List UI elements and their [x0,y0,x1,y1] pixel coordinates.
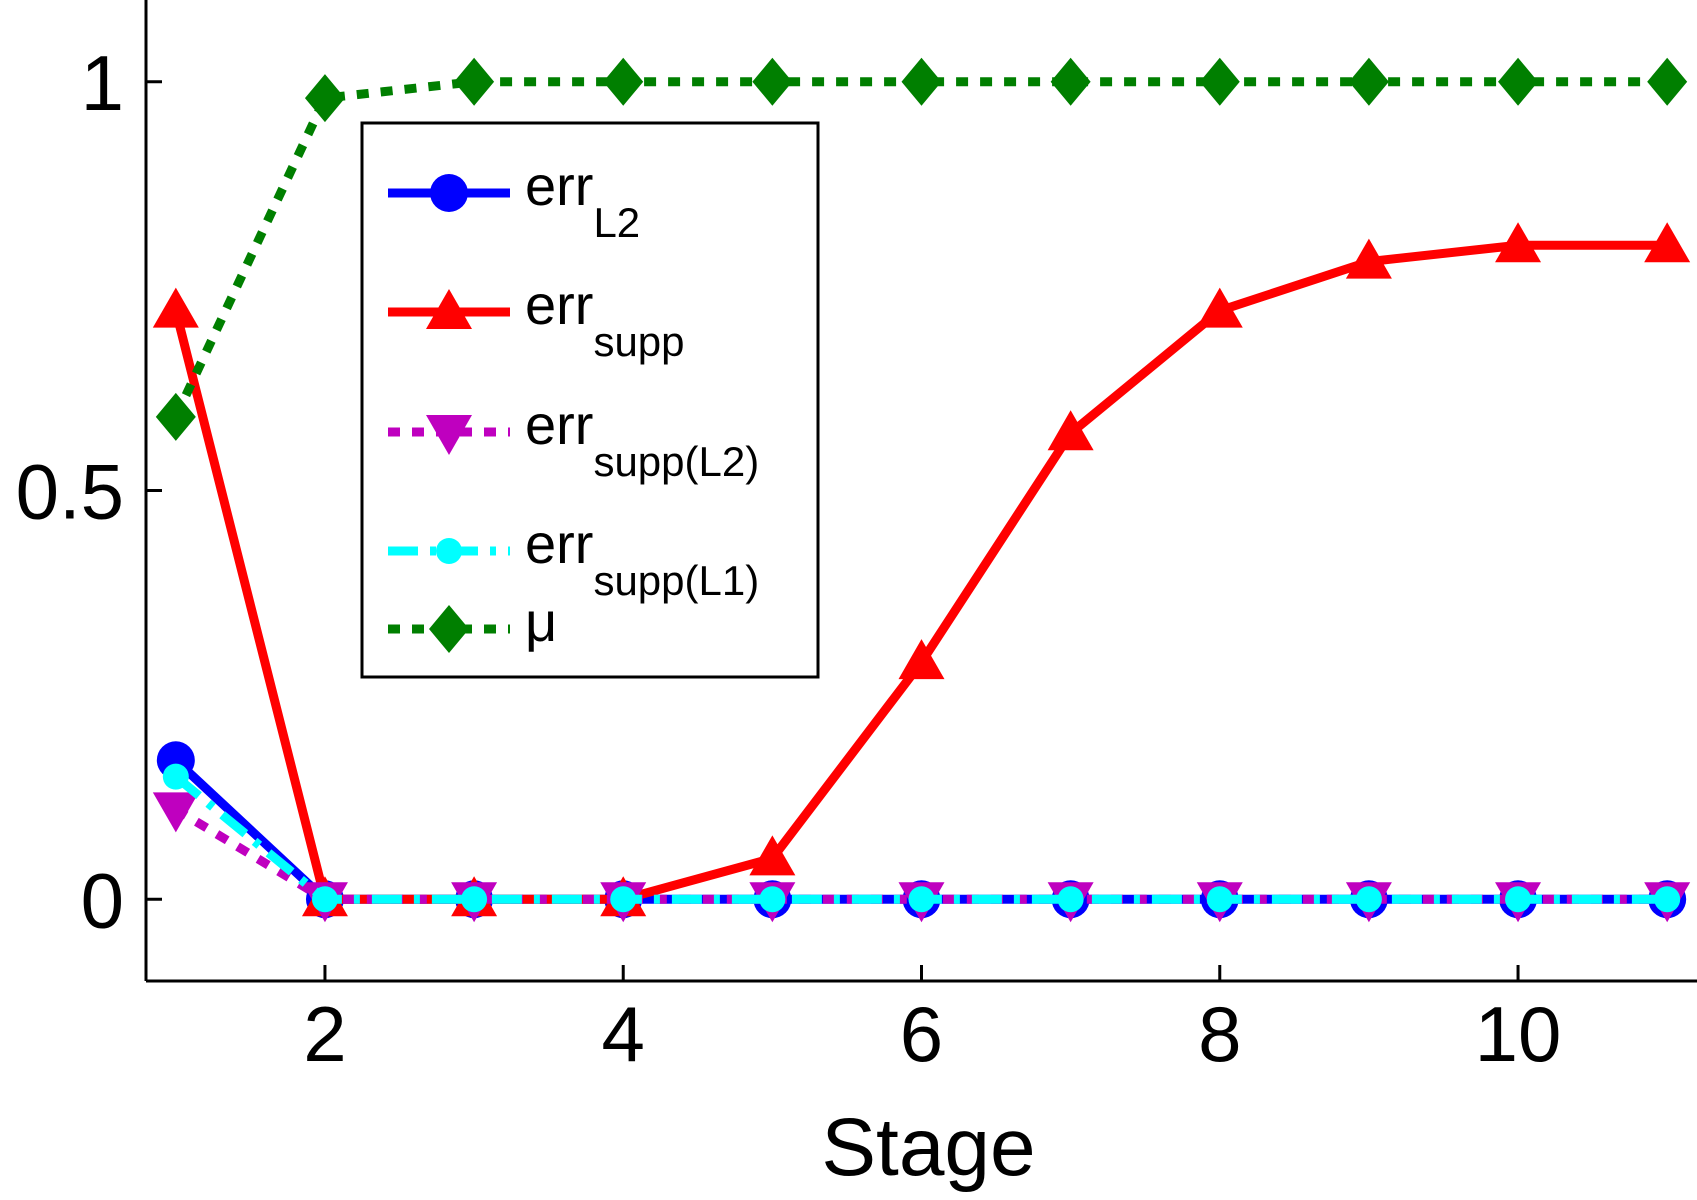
legend-marker [436,538,462,564]
legend-label: errsupp(L1) [525,512,759,604]
data-point [749,835,796,876]
data-point [1498,57,1539,106]
data-point [901,57,942,106]
data-point [1495,222,1542,263]
legend-label: errsupp(L2) [525,393,759,485]
legend-entry: errL2 [388,154,640,246]
legend-entry: errsupp [388,273,685,365]
data-point [603,57,644,106]
y-tick-label: 1 [81,39,124,127]
data-point [1199,57,1240,106]
data-point [1047,410,1094,451]
data-point [1345,238,1392,279]
axes: 2 4 6 8 10 0 0.5 1 [16,0,1697,1078]
data-point [759,886,786,913]
legend-entry: μ [388,590,557,653]
x-tick-label: 8 [1198,990,1241,1078]
data-point [461,886,488,913]
y-tick-label: 0.5 [16,448,124,536]
legend-entry: errsupp(L2) [388,393,759,485]
legend-label: μ [525,590,557,653]
data-point [1057,886,1084,913]
plot-area [152,57,1691,923]
legend-marker [430,174,468,212]
y-tick-label: 0 [81,856,124,944]
data-point [155,392,196,441]
legend-box [360,121,820,679]
data-point [162,763,189,790]
data-point [1644,222,1691,263]
data-point [1196,287,1243,328]
data-point [1505,886,1532,913]
data-point [1355,886,1382,913]
data-point [152,792,199,833]
x-tick-label: 6 [900,990,943,1078]
data-point [152,287,199,328]
legend-label: errL2 [525,154,640,246]
x-tick-label: 4 [602,990,645,1078]
x-tick-label: 10 [1475,990,1562,1078]
series-line [171,77,1668,419]
data-point [1348,57,1389,106]
series-4 [155,57,1688,441]
data-point [1654,886,1681,913]
data-point [898,639,945,680]
data-point [752,57,793,106]
data-point [1050,57,1091,106]
data-point [1206,886,1233,913]
data-point [1647,57,1688,106]
legend: errL2 errsupp errsupp(L2) errsupp(L1)μ [360,121,820,679]
legend-marker [429,605,469,653]
series-line [172,756,1668,904]
data-point [610,886,637,913]
series-3 [162,763,1681,913]
legend-marker [426,415,472,455]
data-point [454,57,495,106]
x-tick-label: 2 [303,990,346,1078]
legend-marker [426,289,472,329]
legend-label: errsupp [525,273,685,365]
data-point [304,74,345,123]
data-point [908,886,935,913]
data-point [311,886,338,913]
x-axis-title: Stage [821,1102,1035,1193]
legend-entry: errsupp(L1) [388,512,759,604]
